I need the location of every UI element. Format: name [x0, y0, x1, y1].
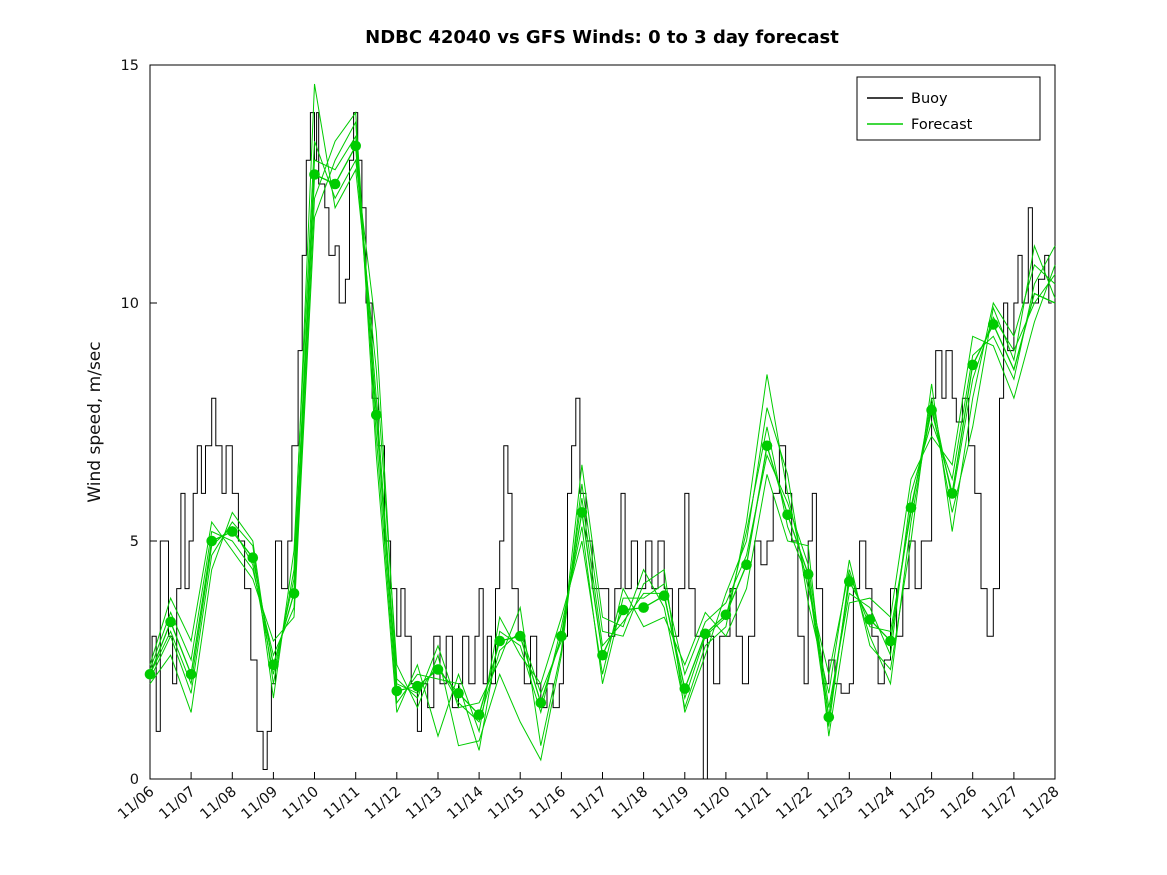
forecast-marker	[165, 616, 176, 628]
forecast-series	[144, 83, 1056, 762]
legend: Buoy Forecast	[856, 76, 1041, 141]
forecast-marker	[926, 404, 937, 416]
forecast-marker	[473, 709, 485, 720]
x-tick-label: 11/11	[321, 784, 363, 823]
x-tick-label: 11/24	[856, 784, 898, 823]
x-tick-label: 11/27	[979, 784, 1021, 823]
x-tick-label: 11/06	[115, 784, 157, 823]
forecast-marker	[946, 488, 958, 499]
y-tick-label: 15	[121, 58, 139, 74]
y-tick-label: 10	[121, 296, 139, 312]
forecast-marker	[700, 628, 711, 640]
x-tick-label: 11/18	[609, 784, 651, 823]
forecast-marker	[556, 630, 567, 642]
forecast-marker	[185, 669, 197, 680]
forecast-marker	[247, 552, 259, 563]
forecast-marker	[514, 630, 526, 642]
x-tick-label: 11/12	[362, 784, 404, 823]
forecast-marker	[227, 526, 238, 537]
forecast-marker	[638, 602, 649, 613]
x-tick-label: 11/20	[691, 784, 733, 823]
forecast-marker	[371, 409, 382, 421]
forecast-marker	[432, 664, 444, 675]
forecast-run-line	[149, 141, 1056, 746]
forecast-marker	[329, 178, 341, 190]
y-tick-label: 0	[130, 772, 139, 788]
forecast-marker	[720, 609, 732, 621]
forecast-marker	[679, 683, 691, 694]
x-tick-label: 11/14	[444, 784, 486, 823]
forecast-marker	[967, 359, 978, 371]
legend-box	[856, 76, 1041, 141]
forecast-marker	[885, 635, 896, 647]
forecast-marker	[144, 669, 156, 680]
x-tick-label: 11/15	[485, 784, 527, 823]
x-tick-label: 11/22	[773, 784, 815, 823]
forecast-marker	[823, 711, 835, 723]
x-tick-label: 11/08	[198, 784, 240, 823]
forecast-marker	[576, 507, 588, 518]
forecast-marker	[844, 576, 855, 587]
forecast-run-line	[149, 120, 1056, 738]
forecast-marker	[391, 685, 403, 697]
forecast-marker	[761, 440, 773, 452]
forecast-marker	[288, 588, 300, 599]
forecast-marker	[494, 635, 506, 647]
forecast-marker	[617, 604, 629, 616]
forecast-marker	[597, 649, 608, 661]
legend-buoy-label: Buoy	[911, 91, 948, 107]
forecast-marker	[453, 688, 464, 699]
x-tick-label: 11/28	[1020, 784, 1062, 823]
forecast-marker	[350, 140, 362, 152]
forecast-marker	[741, 559, 752, 571]
legend-forecast-label: Forecast	[911, 117, 973, 133]
x-tick-label: 11/13	[403, 784, 445, 823]
buoy-series	[150, 112, 1052, 780]
x-tick-label: 11/16	[527, 784, 569, 823]
y-tick-label: 5	[130, 534, 139, 550]
forecast-marker	[535, 697, 547, 709]
x-tick-label: 11/17	[568, 784, 610, 823]
forecast-marker	[782, 509, 793, 521]
forecast-marker	[905, 502, 917, 513]
forecast-marker	[309, 169, 320, 180]
x-tick-label: 11/26	[938, 784, 980, 823]
x-tick-label: 11/23	[815, 784, 857, 823]
x-tick-label: 11/09	[239, 784, 281, 823]
chart-title: NDBC 42040 vs GFS Winds: 0 to 3 day fore…	[365, 27, 839, 48]
forecast-marker	[206, 535, 217, 547]
forecast-marker	[988, 319, 999, 330]
y-axis-label: Wind speed, m/sec	[85, 341, 105, 502]
x-tick-label: 11/19	[650, 784, 692, 823]
x-tick-label: 11/25	[897, 784, 939, 823]
forecast-marker	[864, 614, 876, 625]
forecast-run-line	[149, 111, 1056, 751]
forecast-marker	[268, 659, 279, 671]
x-tick-label: 11/21	[732, 784, 774, 823]
forecast-marker	[658, 590, 670, 601]
forecast-run-line	[149, 134, 1056, 727]
forecast-marker	[802, 569, 814, 580]
forecast-marker	[412, 680, 423, 692]
buoy-line	[150, 112, 1052, 780]
x-tick-label: 11/07	[156, 784, 198, 823]
x-tick-label: 11/10	[280, 784, 322, 823]
